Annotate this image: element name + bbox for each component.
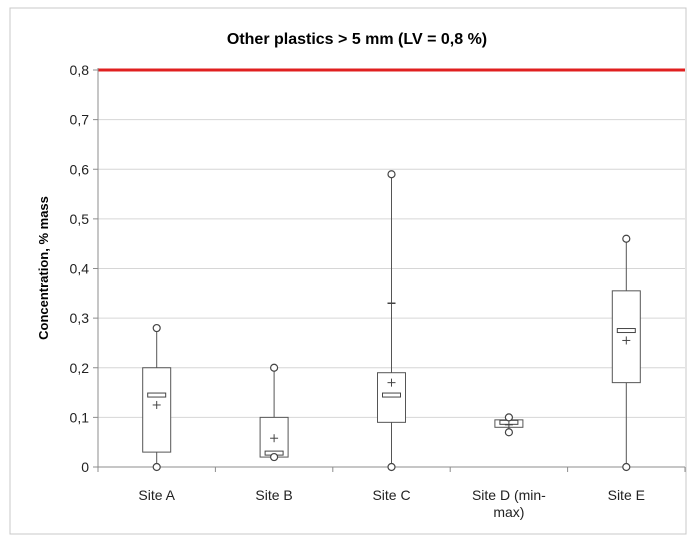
median-mark	[382, 392, 401, 398]
box-3	[377, 170, 406, 472]
y-tick-label: 0,5	[70, 211, 90, 227]
y-tick-label: 0,1	[70, 409, 90, 425]
box-4	[494, 413, 524, 437]
box-5	[611, 234, 641, 472]
x-tick-label: max)	[493, 504, 524, 520]
y-tick-label: 0,7	[70, 112, 90, 128]
y-tick-label: 0	[81, 459, 89, 475]
y-tick-label: 0,8	[70, 62, 90, 78]
min-point	[387, 462, 396, 472]
y-tick-label: 0,2	[70, 360, 90, 376]
median-mark	[147, 392, 167, 398]
min-point	[270, 452, 279, 462]
chart-border	[9, 7, 687, 535]
x-tick-label: Site E	[608, 487, 645, 503]
x-tick-label: Site D (min-	[472, 487, 546, 503]
box-layer	[142, 170, 641, 472]
y-tick-label: 0,6	[70, 161, 90, 177]
x-tick-label: Site A	[138, 487, 175, 503]
max-point	[504, 413, 513, 422]
y-tick-label: 0,3	[70, 310, 90, 326]
box-1	[142, 323, 172, 472]
chart-title: Other plastics > 5 mm (LV = 0,8 %)	[227, 31, 487, 48]
max-point	[387, 170, 396, 179]
max-point	[152, 323, 161, 333]
min-point	[622, 462, 631, 472]
x-tick-label: Site C	[372, 487, 410, 503]
min-point	[504, 428, 513, 437]
y-axis-label: Concentration, % mass	[36, 196, 51, 340]
x-tick-label: Site B	[255, 487, 292, 503]
max-point	[270, 363, 279, 372]
max-point	[622, 234, 631, 243]
y-tick-label: 0,4	[70, 261, 90, 277]
box-2	[259, 363, 289, 462]
median-mark	[616, 328, 636, 334]
min-point	[152, 462, 161, 472]
box-iqr	[142, 367, 172, 453]
axis-layer: 0 0,1 0,2 0,3 0,4 0,5 0,6 0,7 0,8 Site A Site B Sit…	[70, 62, 686, 520]
